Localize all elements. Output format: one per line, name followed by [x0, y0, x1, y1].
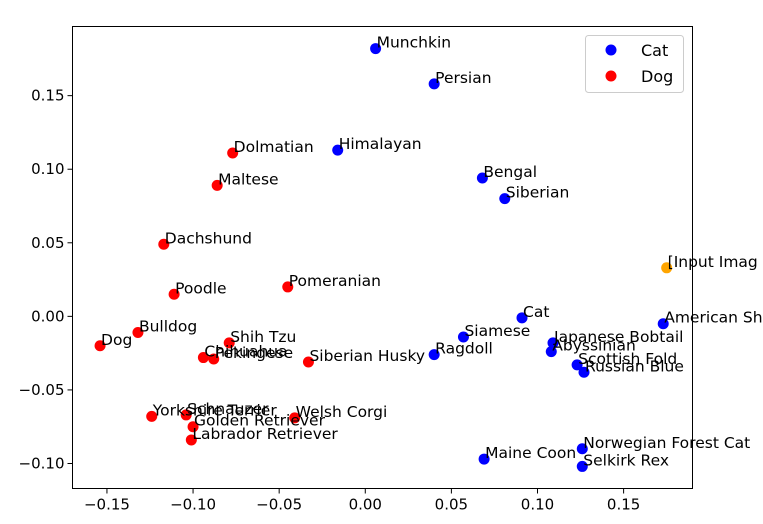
point-label: Munchkin — [377, 34, 451, 52]
data-point — [227, 147, 239, 159]
data-point — [302, 356, 314, 368]
data-point — [94, 340, 106, 352]
point-label: Pomeranian — [289, 272, 381, 290]
legend-label-dog: Dog — [641, 67, 673, 86]
point-label: Abyssinian — [552, 337, 636, 355]
point-label: Japanese Bobtail — [553, 328, 683, 346]
point-label: Bengal — [483, 163, 537, 181]
x-tick-label: −0.15 — [84, 496, 130, 514]
data-point — [657, 318, 669, 330]
data-point — [476, 172, 488, 184]
data-point — [428, 78, 440, 90]
point-label: Golden Retriever — [194, 412, 326, 430]
data-point — [208, 353, 220, 365]
data-point — [478, 453, 490, 465]
data-point — [180, 409, 192, 421]
legend: Cat Dog — [585, 35, 684, 93]
data-point — [545, 346, 557, 358]
x-axis-ticks: −0.15 −0.10 −0.05 0.00 0.05 0.10 0.15 — [84, 488, 640, 514]
point-label: Russian Blue — [585, 357, 684, 375]
y-axis-ticks: −0.10 −0.05 0.00 0.05 0.10 0.15 — [19, 87, 73, 472]
data-point — [457, 331, 469, 343]
point-labels: Munchkin Persian Himalayan Bengal Siberian Ca… — [101, 34, 763, 470]
data-point — [168, 288, 180, 300]
x-tick-label: 0.10 — [521, 496, 554, 514]
y-tick-label: 0.05 — [31, 234, 64, 252]
data-point — [223, 337, 235, 349]
point-label: Maltese — [218, 170, 278, 188]
point-label: American Sh — [664, 309, 762, 327]
point-label: Pekingese — [215, 344, 293, 362]
data-point — [428, 349, 440, 361]
data-point — [661, 262, 673, 274]
point-label: Labrador Retriever — [192, 425, 338, 443]
x-tick-label: 0.00 — [349, 496, 382, 514]
data-point — [146, 410, 158, 422]
point-label: Dolmatian — [234, 138, 314, 156]
point-label: Scottish Fold — [578, 350, 677, 368]
data-point — [282, 281, 294, 293]
data-point — [132, 327, 144, 339]
point-label: Cat — [523, 303, 549, 321]
data-points — [94, 43, 673, 472]
data-point — [576, 443, 588, 455]
point-label: Poodle — [175, 279, 226, 297]
point-label: Dachshund — [165, 229, 252, 247]
data-point — [370, 43, 382, 55]
y-tick-label: 0.15 — [31, 87, 64, 105]
axes-frame — [72, 26, 693, 489]
data-point — [576, 460, 588, 472]
point-label: Ragdoll — [435, 340, 493, 358]
x-tick-label: 0.15 — [607, 496, 640, 514]
point-label: Siamese — [464, 322, 530, 340]
y-tick-label: 0.00 — [31, 307, 64, 325]
data-point — [547, 337, 559, 349]
point-label: Persian — [435, 69, 491, 87]
x-tick-label: −0.05 — [256, 496, 302, 514]
data-point — [211, 179, 223, 191]
point-label: Siberian — [506, 184, 570, 202]
point-label: Yorkshire Terrier — [152, 401, 278, 419]
point-label: Dog — [101, 331, 132, 349]
x-tick-label: 0.05 — [435, 496, 468, 514]
data-point — [571, 359, 583, 371]
point-label: Maine Coon — [485, 444, 576, 462]
legend-marker-cat — [605, 44, 617, 56]
data-point — [578, 366, 590, 378]
data-point — [187, 421, 199, 433]
point-label: Bulldog — [139, 318, 197, 336]
legend-marker-dog — [605, 70, 617, 82]
point-label: Siberian Husky — [309, 347, 425, 365]
data-point — [185, 434, 197, 446]
data-point — [499, 193, 511, 205]
point-label: Welsh Corgi — [296, 403, 388, 421]
data-point — [197, 352, 209, 364]
y-tick-label: −0.05 — [19, 381, 65, 399]
data-point — [516, 312, 528, 324]
y-tick-label: −0.10 — [19, 454, 65, 472]
point-label: Schnauzer — [187, 400, 269, 418]
point-label: Himalayan — [339, 135, 422, 153]
legend-label-cat: Cat — [641, 41, 668, 60]
point-label: Shih Tzu — [230, 328, 296, 346]
point-label: Chihuahua — [204, 343, 287, 361]
data-point — [158, 238, 170, 250]
point-label: Selkirk Rex — [583, 451, 669, 469]
plot-area: −0.15 −0.10 −0.05 0.00 0.05 0.10 0.15 −0.10−0.… — [19, 26, 763, 514]
point-label: Norwegian Forest Cat — [583, 434, 750, 452]
x-tick-label: −0.10 — [170, 496, 216, 514]
y-tick-label: 0.10 — [31, 160, 64, 178]
data-point — [332, 144, 344, 156]
data-point — [289, 412, 301, 424]
point-label: [Input Imag — [668, 253, 758, 271]
